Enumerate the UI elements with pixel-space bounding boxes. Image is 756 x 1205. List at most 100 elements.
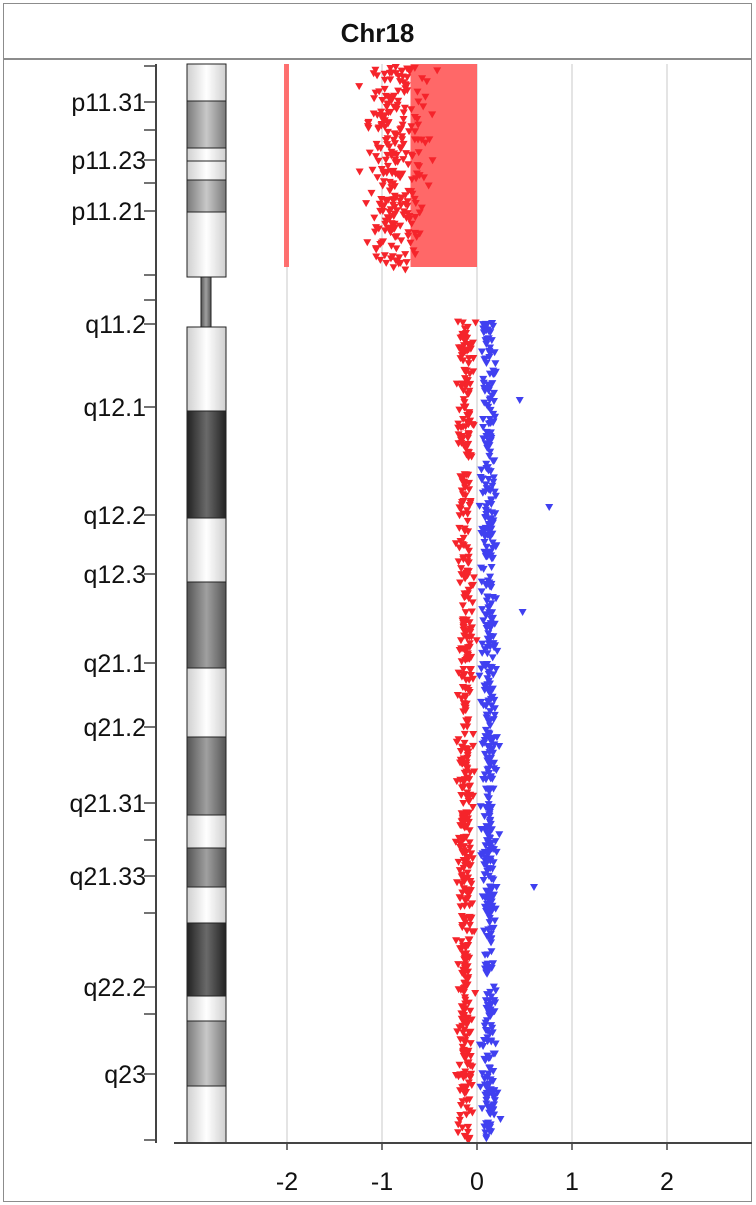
- ideogram-band-12: [186, 814, 227, 849]
- data-point-0-46: [380, 85, 389, 93]
- outlier-point-3: [515, 397, 524, 404]
- data-point-2-462: [484, 872, 493, 880]
- data-point-0-195: [380, 76, 389, 84]
- data-point-1-447: [467, 1016, 476, 1024]
- data-point-2-446: [491, 838, 500, 846]
- data-point-1-360: [464, 547, 473, 555]
- data-point-2-344: [485, 1080, 494, 1088]
- data-point-2-212: [480, 1022, 489, 1030]
- data-point-1-444: [466, 345, 475, 353]
- band-label-q22.2: q22.2: [83, 974, 146, 1002]
- data-point-1-426: [457, 1010, 466, 1018]
- data-point-1-249: [468, 339, 477, 347]
- data-point-0-78: [417, 204, 426, 212]
- data-point-0-184: [399, 109, 408, 117]
- data-point-1-363: [465, 913, 474, 921]
- data-point-2-227: [488, 319, 497, 327]
- plot-border: [3, 59, 752, 1202]
- data-point-1-408: [455, 1061, 464, 1069]
- data-point-2-470: [484, 630, 493, 638]
- data-point-2-465: [492, 734, 501, 742]
- data-point-0-95: [370, 214, 379, 222]
- data-point-2-211: [482, 543, 491, 551]
- data-point-1-466: [458, 921, 467, 929]
- data-point-1-409: [466, 1040, 475, 1048]
- data-point-2-275: [477, 852, 486, 860]
- data-point-1-403: [454, 431, 463, 439]
- data-point-1-289: [463, 510, 472, 518]
- data-point-2-502: [489, 1107, 498, 1115]
- data-point-1-257: [466, 1053, 475, 1061]
- data-point-2-402: [491, 510, 500, 518]
- ideogram-band-17: [186, 1020, 227, 1087]
- data-point-0-106: [422, 78, 431, 86]
- data-point-0-125: [382, 259, 391, 267]
- data-point-0-151: [388, 253, 397, 261]
- data-point-0-235: [419, 174, 428, 182]
- data-point-1-11: [465, 844, 474, 852]
- data-point-2-357: [484, 604, 493, 612]
- data-point-1-327: [464, 553, 473, 561]
- data-point-0-93: [397, 237, 406, 245]
- data-point-2-471: [483, 743, 492, 751]
- data-point-0-29: [380, 70, 389, 78]
- data-point-0-193: [378, 182, 387, 190]
- data-point-0-220: [397, 125, 406, 133]
- data-point-0-44: [362, 200, 371, 208]
- data-point-0-139: [371, 228, 380, 236]
- data-point-0-172: [402, 82, 411, 90]
- data-point-2-326: [487, 600, 496, 608]
- data-point-1-210: [464, 941, 473, 949]
- data-point-0-155: [381, 156, 390, 164]
- data-point-0-136: [396, 222, 405, 230]
- data-point-1-422: [462, 1097, 471, 1105]
- data-point-0-254: [403, 74, 412, 82]
- data-point-2-423: [486, 855, 495, 863]
- data-point-2-505: [490, 759, 499, 767]
- data-point-1-482: [464, 559, 473, 567]
- data-point-2-464: [481, 733, 490, 741]
- data-point-2-477: [482, 428, 491, 436]
- band-label-q21.31: q21.31: [70, 790, 146, 818]
- data-point-2-207: [486, 816, 495, 824]
- data-point-2-503: [488, 902, 497, 910]
- data-point-1-498: [455, 504, 464, 512]
- data-point-2-509: [489, 410, 498, 418]
- data-point-1-471: [457, 912, 466, 920]
- band-label-q12.2: q12.2: [83, 502, 146, 530]
- data-point-1-414: [458, 319, 467, 327]
- data-point-1-389: [465, 619, 474, 627]
- data-point-0-203: [380, 202, 389, 210]
- data-point-0-215: [386, 65, 395, 73]
- data-point-0-176: [393, 171, 402, 179]
- data-point-1-472: [468, 421, 477, 429]
- data-point-2-499: [483, 900, 492, 908]
- data-point-2-313: [489, 478, 498, 486]
- data-point-2-493: [486, 891, 495, 899]
- data-point-2-311: [483, 951, 492, 959]
- data-point-2-163: [478, 1105, 487, 1113]
- data-point-0-165: [414, 121, 423, 129]
- data-point-1-31: [460, 739, 469, 747]
- x-tick-label-1: 1: [565, 1168, 579, 1196]
- data-point-0-218: [383, 141, 392, 149]
- data-point-1-434: [465, 501, 474, 509]
- data-point-2-443: [481, 726, 490, 734]
- data-point-1-437: [468, 599, 477, 607]
- data-point-1-254: [460, 1132, 469, 1140]
- data-point-0-199: [389, 201, 398, 209]
- data-point-2-517: [482, 401, 491, 409]
- ideogram-band-3: [186, 160, 227, 181]
- data-point-2-451: [483, 1038, 492, 1046]
- data-point-2-416: [484, 420, 493, 428]
- data-point-1-462: [463, 654, 472, 662]
- data-point-1-499: [459, 556, 468, 564]
- data-point-1-366: [462, 676, 471, 684]
- data-point-1-265: [457, 938, 466, 946]
- data-point-2-452: [489, 633, 498, 641]
- data-point-2-308: [488, 539, 497, 547]
- data-point-2-162: [488, 482, 497, 490]
- data-point-2-456: [482, 837, 491, 845]
- data-point-1-52: [471, 319, 480, 327]
- data-point-0-62: [402, 259, 411, 267]
